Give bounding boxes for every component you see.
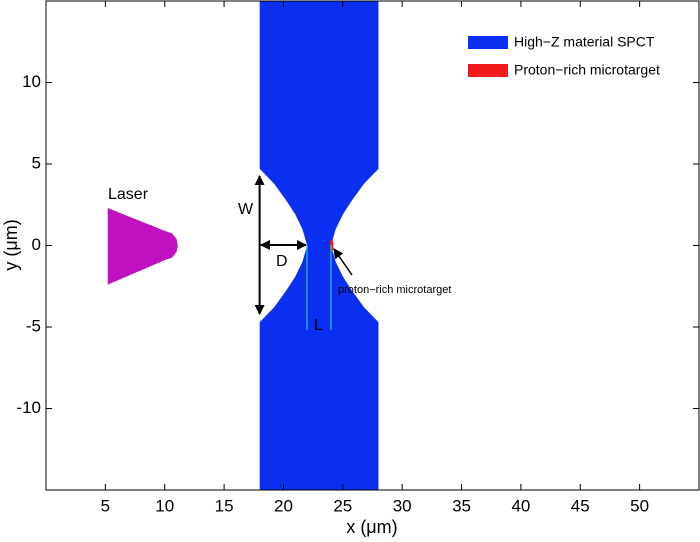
annotation-layer: Laser W D L proton−rich microtarget <box>108 175 451 334</box>
target-arrow <box>333 248 353 276</box>
x-tick-label: 30 <box>393 496 412 515</box>
region <box>259 1 379 490</box>
x-tick-label: 25 <box>333 496 352 515</box>
x-tick-label: 45 <box>571 496 590 515</box>
y-tick-label: 10 <box>22 72 41 91</box>
y-tick-label: 0 <box>32 235 41 254</box>
plot-area <box>107 1 379 490</box>
annotation: proton−rich microtarget <box>338 284 451 296</box>
x-tick-label: 5 <box>101 496 110 515</box>
y-axis-label: y (μm) <box>1 219 21 270</box>
legend-swatch <box>468 36 508 49</box>
annotation: D <box>276 253 288 270</box>
laser-label: Laser <box>108 186 149 203</box>
y-tick-label: -5 <box>26 316 41 335</box>
legend-swatch <box>468 64 508 77</box>
annotation: W <box>238 201 254 218</box>
legend-label: High−Z material SPCT <box>514 34 655 50</box>
x-tick-label: 35 <box>452 496 471 515</box>
x-axis-label: x (μm) <box>346 517 397 537</box>
y-tick-label: 5 <box>32 153 41 172</box>
laser-shape <box>107 208 178 285</box>
x-tick-label: 15 <box>215 496 234 515</box>
annotation: L <box>314 317 323 334</box>
x-tick-label: 40 <box>511 496 530 515</box>
x-tick-label: 20 <box>274 496 293 515</box>
y-tick-label: -10 <box>16 398 41 417</box>
legend-label: Proton−rich microtarget <box>514 62 660 78</box>
x-tick-label: 50 <box>630 496 649 515</box>
x-tick-label: 10 <box>155 496 174 515</box>
